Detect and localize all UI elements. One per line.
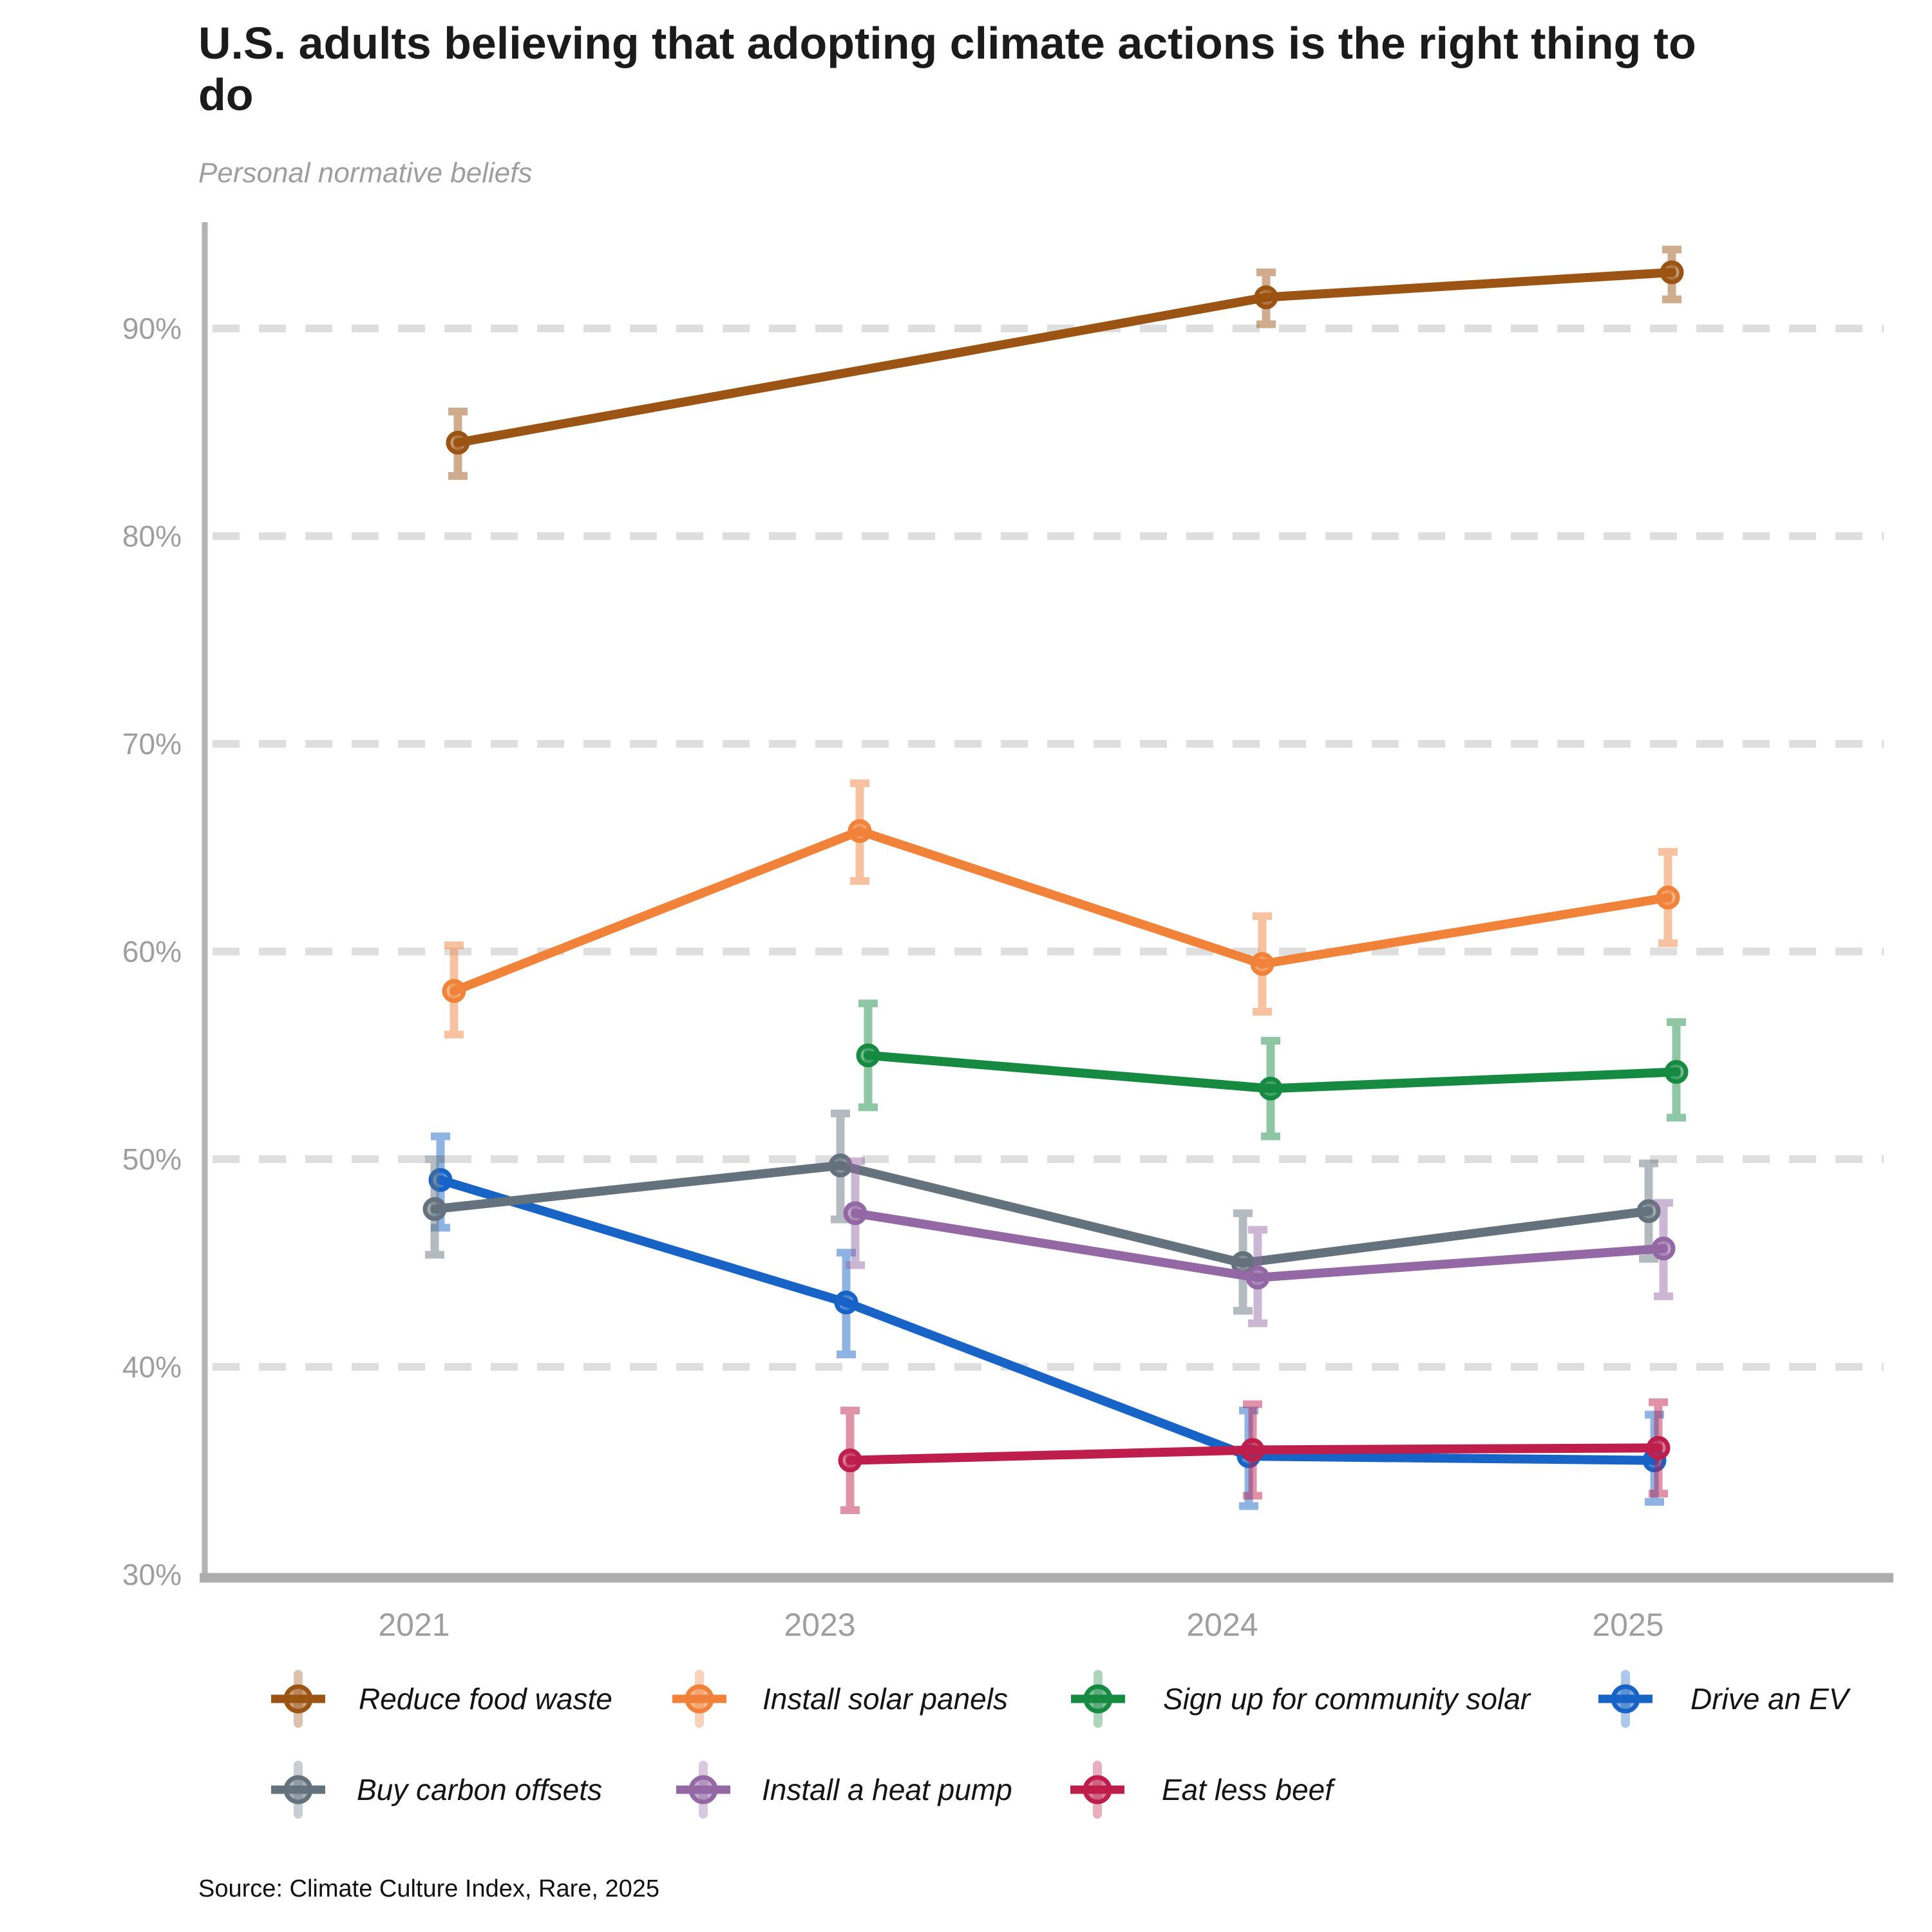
error-bars <box>858 999 1686 1141</box>
data-point-marker <box>1646 1435 1671 1460</box>
y-axis-tick-label: 40% <box>122 1350 182 1384</box>
data-point-marker <box>1651 1236 1676 1261</box>
y-axis-tick-label: 60% <box>122 935 182 969</box>
series-line <box>450 826 1672 996</box>
series-reduce-food-waste <box>446 245 1684 480</box>
data-point-marker <box>428 1168 453 1192</box>
chart-subtitle: Personal normative beliefs <box>198 157 533 189</box>
legend-item-buy-carbon-offsets: Buy carbon offsets <box>271 1761 602 1819</box>
data-point-marker <box>1664 1060 1689 1084</box>
x-axis-tick-label: 2025 <box>1592 1607 1663 1643</box>
legend-item-label: Sign up for community solar <box>1163 1682 1531 1716</box>
legend-item-label: Install a heat pump <box>762 1773 1012 1806</box>
data-point-marker <box>834 1291 858 1315</box>
series-install-solar-panels <box>442 779 1680 1039</box>
data-point-marker <box>838 1448 862 1473</box>
data-point-marker <box>442 979 466 1003</box>
series-install-a-heat-pump <box>843 1157 1676 1327</box>
legend-marker-circle <box>1611 1684 1640 1714</box>
data-point-marker <box>828 1153 853 1178</box>
legend-item-label: Eat less beef <box>1162 1773 1336 1806</box>
series-eat-less-beef <box>838 1398 1671 1515</box>
x-axis-tick-label: 2023 <box>784 1607 855 1643</box>
legend-item-label: Buy carbon offsets <box>357 1773 602 1806</box>
y-axis-tick-label: 50% <box>122 1142 182 1176</box>
data-point-marker <box>843 1201 867 1226</box>
data-point-marker <box>1656 886 1680 910</box>
legend-item-sign-up-for-community-solar: Sign up for community solar <box>1071 1670 1531 1728</box>
data-point-marker <box>446 430 470 455</box>
legend-marker-circle <box>283 1684 313 1714</box>
legend-marker-circle <box>283 1775 313 1804</box>
data-point-marker <box>856 1043 880 1068</box>
data-point-marker <box>1660 260 1684 285</box>
legend-marker-circle <box>685 1684 714 1714</box>
source-note: Source: Climate Culture Index, Rare, 202… <box>198 1875 660 1902</box>
legend-item-label: Reduce food waste <box>359 1682 612 1716</box>
data-point-marker <box>1258 1076 1283 1101</box>
data-point-marker <box>1250 952 1274 976</box>
data-point-marker <box>422 1197 447 1221</box>
series-line <box>453 267 1676 448</box>
legend-marker-circle <box>1083 1684 1113 1714</box>
data-point-marker <box>1245 1265 1270 1290</box>
series-line <box>430 1160 1653 1268</box>
series-line <box>436 1175 1659 1465</box>
data-point-marker <box>848 819 872 843</box>
legend-marker-circle <box>688 1775 718 1804</box>
legend-item-label: Install solar panels <box>762 1682 1008 1716</box>
page-title: U.S. adults believing that adopting clim… <box>198 18 1696 120</box>
data-point-marker <box>1240 1438 1265 1462</box>
y-axis-tick-label: 80% <box>122 520 182 553</box>
y-axis-tick-label: 70% <box>122 727 182 761</box>
legend-item-reduce-food-waste: Reduce food waste <box>271 1670 612 1728</box>
error-bars <box>846 1157 1673 1327</box>
data-point-marker <box>1636 1199 1661 1224</box>
x-axis-tick-label: 2024 <box>1186 1607 1258 1643</box>
legend-item-install-a-heat-pump: Install a heat pump <box>676 1761 1012 1819</box>
series-sign-up-for-community-solar <box>856 999 1689 1141</box>
y-axis-tick-label: 90% <box>122 312 182 345</box>
legend-marker-circle <box>1083 1775 1112 1804</box>
legend-item-label: Drive an EV <box>1690 1682 1852 1716</box>
x-axis-tick-label: 2021 <box>378 1607 450 1643</box>
series-buy-carbon-offsets <box>422 1110 1661 1315</box>
error-bars <box>444 779 1678 1039</box>
legend-item-install-solar-panels: Install solar panels <box>672 1670 1008 1728</box>
y-axis-tick-label: 30% <box>122 1558 182 1591</box>
legend-item-drive-an-ev: Drive an EV <box>1598 1670 1852 1728</box>
legend: Reduce food waste Install solar panels Sig… <box>271 1670 1852 1819</box>
data-point-marker <box>1254 285 1278 310</box>
legend-item-eat-less-beef: Eat less beef <box>1070 1761 1336 1819</box>
